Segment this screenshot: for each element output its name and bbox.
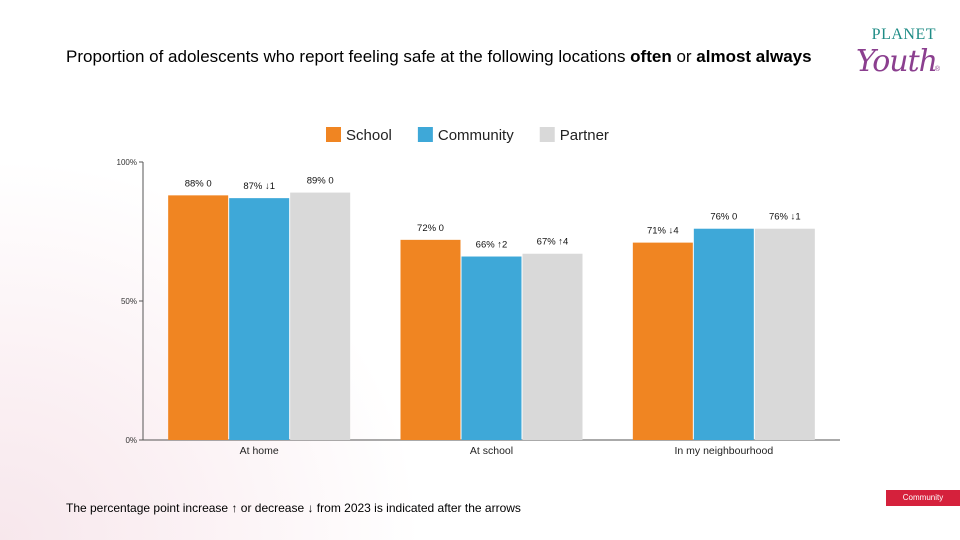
data-label: 76% 0 [710, 212, 737, 223]
data-label: 71% ↓4 [647, 226, 679, 237]
chart-data-labels: 88% 0 87% ↓1 89% 0 72% 0 66% ↑2 67% ↑4 71% ↓4 7… [185, 176, 801, 251]
legend-label-school: School [346, 127, 392, 144]
legend-label-partner: Partner [560, 127, 609, 144]
chart-title: Proportion of adolescents who report fee… [66, 46, 836, 68]
y-tick-label: 100% [117, 158, 137, 167]
section-tag: Community [886, 490, 960, 506]
bar-school [632, 242, 693, 440]
legend-label-community: Community [438, 127, 514, 144]
data-label: 76% ↓1 [769, 212, 801, 223]
title-text: Proportion of adolescents who report fee… [66, 47, 631, 66]
x-tick-label: In my neighbourhood [675, 445, 774, 457]
title-bold-almost-always: almost always [696, 47, 812, 66]
data-label: 89% 0 [307, 176, 334, 187]
bar-partner [290, 192, 351, 440]
chart-bars [168, 192, 815, 440]
title-text-or: or [671, 47, 697, 66]
data-label: 67% ↑4 [537, 237, 569, 248]
x-tick-label: At school [470, 445, 513, 457]
title-bold-often: often [630, 47, 672, 66]
data-label: 66% ↑2 [476, 240, 508, 251]
x-tick-label: At home [240, 445, 279, 457]
bar-partner [522, 253, 583, 440]
bar-community [693, 228, 754, 440]
bar-community [229, 198, 290, 440]
logo-youth-text: Youth [856, 44, 938, 79]
data-label: 72% 0 [417, 223, 444, 234]
logo-planet-text: PLANET [871, 26, 936, 43]
bar-community [461, 256, 522, 440]
bar-school [168, 195, 229, 440]
bar-partner [754, 228, 815, 440]
data-label: 88% 0 [185, 178, 212, 189]
bar-school [400, 239, 461, 440]
logo-registered-mark: ® [934, 66, 940, 73]
data-label: 87% ↓1 [243, 181, 275, 192]
chart-legend: School Community Partner [326, 127, 609, 144]
legend-swatch-community [417, 127, 433, 142]
planet-youth-logo: PLANET Youth ® [852, 22, 942, 84]
legend-swatch-partner [539, 127, 555, 142]
footnote: The percentage point increase ↑ or decre… [66, 501, 521, 515]
y-tick-label: 0% [125, 436, 137, 445]
y-tick-label: 50% [121, 297, 137, 306]
legend-swatch-school [326, 127, 341, 142]
